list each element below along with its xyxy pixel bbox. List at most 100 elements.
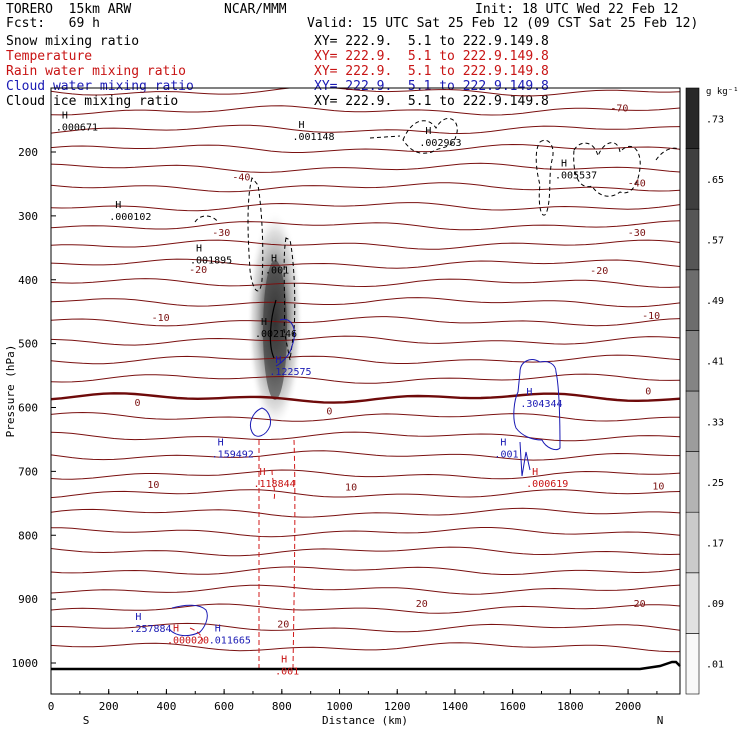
temperature-label: 10 bbox=[345, 483, 357, 494]
colorbar-level-label: .17 bbox=[706, 539, 724, 550]
y-tick-label: 200 bbox=[18, 146, 38, 159]
y-axis-title: Pressure (hPa) bbox=[4, 345, 17, 438]
y-tick-label: 900 bbox=[18, 593, 38, 606]
y-tick-label: 1000 bbox=[12, 657, 39, 670]
maximum-value-label: .001148 bbox=[292, 132, 334, 143]
temperature-label: 20 bbox=[277, 619, 289, 630]
colorbar: .01 .09 .17 .25 .33 .41 .49 .57 .65 .73 g kg⁻¹ bbox=[685, 87, 739, 695]
legend-cloud-water: Cloud water mixing ratio bbox=[6, 79, 194, 94]
temperature-label: 10 bbox=[147, 480, 159, 491]
temperature-label: -30 bbox=[628, 228, 646, 239]
maximum-value-label: .000020 bbox=[167, 635, 209, 646]
cloud-contour-1 bbox=[275, 318, 295, 367]
forecast-hour: Fcst: 69 h bbox=[6, 16, 100, 31]
isotherm bbox=[51, 584, 680, 595]
snow-core-inner bbox=[263, 260, 287, 400]
x-tick-label: 1400 bbox=[442, 700, 469, 713]
maximum-value-label: .304344 bbox=[520, 399, 562, 410]
maximum-h-marker: H bbox=[261, 317, 267, 328]
temperature-label: -40 bbox=[628, 179, 646, 190]
isotherm bbox=[51, 354, 680, 365]
legend-rain: Rain water mixing ratio bbox=[6, 64, 187, 79]
isotherm bbox=[51, 489, 680, 499]
maximum-value-label: .001 bbox=[265, 266, 289, 277]
colorbar-segment bbox=[685, 633, 700, 695]
colorbar-unit: g kg⁻¹ bbox=[706, 87, 739, 97]
isotherm bbox=[51, 220, 680, 231]
colorbar-level-label: .41 bbox=[706, 357, 724, 368]
maximum-value-label: .001 bbox=[275, 667, 299, 678]
isotherm bbox=[51, 162, 680, 173]
temperature-label: -70 bbox=[610, 103, 628, 114]
maximum-value-label: .122575 bbox=[269, 367, 311, 378]
maximum-value-label: .001895 bbox=[190, 255, 232, 266]
colorbar-segment bbox=[685, 451, 700, 513]
colorbar-segment bbox=[685, 87, 700, 149]
isotherm bbox=[51, 316, 680, 327]
model-name: TORERO 15km ARW bbox=[6, 2, 132, 17]
isotherm bbox=[51, 566, 680, 575]
maximum-value-label: .159492 bbox=[212, 449, 254, 460]
x-tick-label: 1800 bbox=[557, 700, 584, 713]
x-tick-label: 1000 bbox=[326, 700, 353, 713]
isotherm bbox=[51, 622, 680, 633]
isotherm bbox=[51, 469, 680, 480]
isotherm bbox=[51, 392, 680, 404]
isotherm bbox=[51, 297, 680, 308]
maximum-h-marker: H bbox=[561, 158, 567, 169]
maximum-h-marker: H bbox=[62, 110, 68, 121]
temperature-label: 0 bbox=[326, 407, 332, 418]
temperature-label: -20 bbox=[590, 266, 608, 277]
legend-temperature: Temperature bbox=[6, 49, 93, 64]
maximum-value-label: .118844 bbox=[253, 479, 295, 490]
south-endpoint-label: S bbox=[83, 714, 90, 727]
maximum-h-marker: H bbox=[281, 655, 287, 666]
x-tick-label: 400 bbox=[156, 700, 176, 713]
maximum-value-label: .011665 bbox=[209, 635, 251, 646]
isotherm bbox=[51, 450, 680, 461]
maximum-value-label: .002146 bbox=[255, 329, 297, 340]
cloud-contour-2 bbox=[249, 407, 271, 437]
isotherm bbox=[51, 546, 680, 557]
axes: 0 200 400 600 800 1000 1200 1400 1600 1800 2000200… bbox=[4, 146, 663, 727]
isotherm bbox=[51, 642, 680, 653]
isotherm bbox=[51, 527, 680, 538]
x-tick-label: 2000 bbox=[615, 700, 642, 713]
isotherm bbox=[51, 258, 680, 269]
maximum-value-label: .000102 bbox=[109, 212, 151, 223]
legend-snow: Snow mixing ratio bbox=[6, 34, 140, 49]
maximum-h-marker: H bbox=[259, 467, 265, 478]
legend-rain-xy: XY= 222.9. 5.1 to 222.9.149.8 bbox=[314, 64, 549, 79]
legend-cloud-ice-xy: XY= 222.9. 5.1 to 222.9.149.8 bbox=[314, 94, 549, 109]
isotherm bbox=[51, 239, 680, 250]
legend-cloud-ice: Cloud ice mixing ratio bbox=[6, 94, 179, 109]
isotherm bbox=[51, 88, 680, 97]
x-tick-label: 1600 bbox=[499, 700, 526, 713]
rain-contour-2 bbox=[292, 439, 296, 669]
y-tick-label: 300 bbox=[18, 210, 38, 223]
isotherm bbox=[51, 182, 680, 193]
legend-snow-xy: XY= 222.9. 5.1 to 222.9.149.8 bbox=[314, 34, 549, 49]
temperature-label: 0 bbox=[135, 398, 141, 409]
colorbar-level-label: .49 bbox=[706, 296, 724, 307]
maximum-h-marker: H bbox=[500, 437, 506, 448]
isotherm bbox=[51, 124, 680, 135]
isotherm bbox=[51, 335, 680, 346]
maximum-value-label: .000671 bbox=[56, 122, 98, 133]
colorbar-level-label: .33 bbox=[706, 417, 724, 428]
maximum-value-label: .001 bbox=[494, 449, 518, 460]
ice-contour-6 bbox=[573, 142, 641, 197]
temperature-label: -10 bbox=[152, 313, 170, 324]
cloud-contour-3 bbox=[513, 359, 561, 451]
center-name: NCAR/MMM bbox=[224, 2, 287, 17]
rain-contour-4 bbox=[189, 627, 203, 645]
moisture-contours bbox=[169, 117, 680, 669]
ice-contour-8 bbox=[369, 135, 401, 139]
colorbar-level-label: .01 bbox=[706, 660, 724, 671]
legend-temperature-xy: XY= 222.9. 5.1 to 222.9.149.8 bbox=[314, 49, 549, 64]
plot-frame bbox=[50, 87, 681, 695]
isotherm bbox=[51, 105, 680, 116]
ice-contour-2 bbox=[283, 237, 296, 361]
y-tick-label: 800 bbox=[18, 529, 38, 542]
